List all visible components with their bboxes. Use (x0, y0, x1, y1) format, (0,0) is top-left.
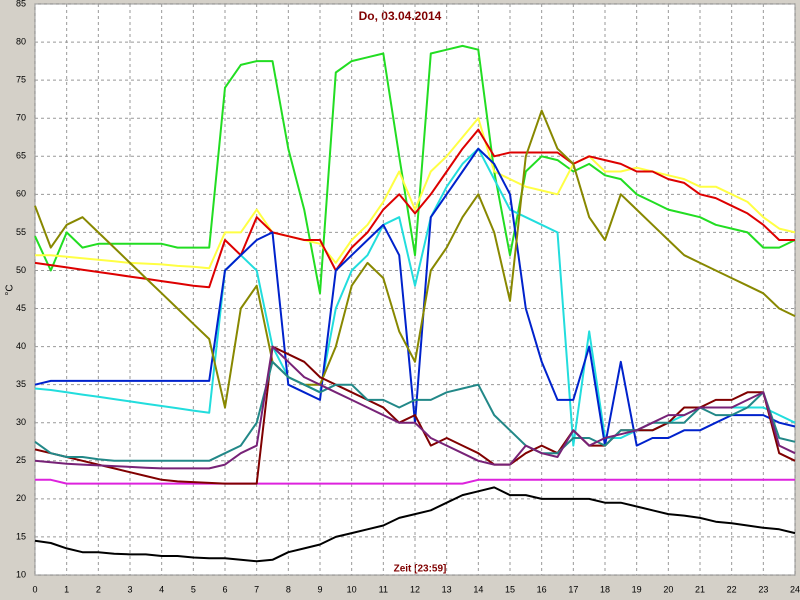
x-tick-label: 22 (727, 584, 737, 594)
y-tick-label: 35 (16, 379, 26, 389)
x-tick-label: 7 (254, 584, 259, 594)
data-line (35, 478, 795, 485)
x-tick-label: 4 (159, 584, 164, 594)
x-tick-label: 23 (758, 584, 768, 594)
x-tick-label: 9 (317, 584, 322, 594)
y-axis-label: °C (5, 284, 16, 295)
y-tick-label: 50 (16, 265, 26, 275)
y-tick-label: 55 (16, 227, 26, 237)
y-tick-label: 20 (16, 493, 26, 503)
x-tick-label: 13 (442, 584, 452, 594)
x-tick-label: 20 (663, 584, 673, 594)
x-tick-label: 12 (410, 584, 420, 594)
x-tick-label: 24 (790, 584, 800, 594)
x-tick-label: 17 (568, 584, 578, 594)
x-tick-label: 2 (96, 584, 101, 594)
x-tick-label: 10 (347, 584, 357, 594)
data-line (34, 109, 796, 409)
data-line (34, 486, 796, 563)
x-tick-label: 1 (64, 584, 69, 594)
y-tick-label: 10 (16, 569, 26, 579)
x-tick-label: 15 (505, 584, 515, 594)
data-line (34, 345, 796, 470)
x-tick-label: 6 (222, 584, 227, 594)
x-tick-label: 3 (127, 584, 132, 594)
data-line (34, 360, 796, 462)
x-tick-label: 11 (379, 584, 388, 594)
y-tick-label: 80 (16, 36, 26, 46)
x-tick-label: 8 (286, 584, 291, 594)
y-tick-label: 25 (16, 455, 26, 465)
y-tick-label: 15 (16, 531, 26, 541)
x-tick-label: 16 (537, 584, 547, 594)
y-tick-label: 45 (16, 303, 26, 313)
x-axis-label: Zeit [23:59] (394, 564, 447, 575)
x-tick-label: 21 (695, 584, 705, 594)
y-tick-label: 65 (16, 151, 26, 161)
y-tick-label: 70 (16, 113, 26, 123)
data-line (34, 128, 795, 289)
x-tick-label: 18 (600, 584, 610, 594)
data-line (35, 117, 796, 270)
y-tick-label: 40 (16, 341, 26, 351)
y-tick-label: 85 (16, 0, 26, 8)
chart-title: Do, 03.04.2014 (359, 9, 442, 23)
y-tick-label: 30 (16, 417, 26, 427)
y-tick-label: 60 (16, 189, 26, 199)
data-line (34, 44, 796, 295)
x-tick-label: 0 (32, 584, 37, 594)
x-tick-label: 19 (632, 584, 642, 594)
x-tick-label: 14 (473, 584, 483, 594)
x-tick-label: 5 (191, 584, 196, 594)
y-tick-label: 75 (16, 75, 26, 85)
